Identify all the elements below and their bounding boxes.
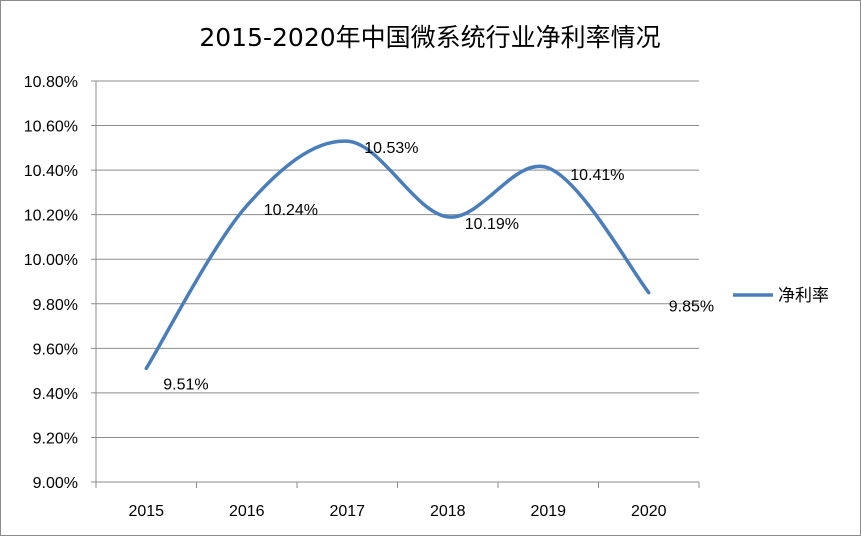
y-tick-label: 9.80% bbox=[33, 297, 78, 314]
y-tick-label: 10.00% bbox=[24, 252, 78, 269]
y-tick-label: 10.80% bbox=[24, 74, 78, 91]
data-label: 9.85% bbox=[669, 299, 714, 316]
data-label: 10.53% bbox=[364, 140, 418, 157]
x-tick-label: 2017 bbox=[329, 503, 365, 520]
y-tick-label: 9.00% bbox=[33, 475, 78, 492]
x-tick-label: 2016 bbox=[229, 503, 265, 520]
data-label: 10.19% bbox=[465, 216, 519, 233]
y-tick-label: 10.20% bbox=[24, 208, 78, 225]
data-labels: 9.51% 10.24% 10.53% 10.19% 10.41% 9.85% bbox=[163, 140, 714, 393]
data-label: 9.51% bbox=[163, 376, 208, 393]
y-axis-tick-labels: 9.00% 9.20% 9.40% 9.60% 9.80% 10.00% 10.20% 10.… bbox=[24, 74, 78, 492]
y-tick-label: 10.40% bbox=[24, 163, 78, 180]
legend: 净利率 bbox=[733, 286, 829, 306]
y-tick-label: 10.60% bbox=[24, 119, 78, 136]
x-tick-label: 2019 bbox=[530, 503, 566, 520]
series-lines bbox=[144, 139, 651, 371]
y-tick-label: 9.20% bbox=[33, 430, 78, 447]
x-tick-label: 2018 bbox=[430, 503, 466, 520]
chart-title: 2015-2020年中国微系统行业净利率情况 bbox=[199, 23, 660, 52]
legend-label: 净利率 bbox=[778, 286, 829, 306]
x-tick-label: 2015 bbox=[128, 503, 164, 520]
data-label: 10.24% bbox=[264, 202, 318, 219]
series-line-netmargin bbox=[144, 139, 651, 371]
y-tick-label: 9.60% bbox=[33, 341, 78, 358]
data-label: 10.41% bbox=[570, 167, 624, 184]
x-tick-label: 2020 bbox=[631, 503, 667, 520]
x-axis: 2015 2016 2017 2018 2019 2020 bbox=[95, 482, 700, 520]
y-tick-label: 9.40% bbox=[33, 386, 78, 403]
